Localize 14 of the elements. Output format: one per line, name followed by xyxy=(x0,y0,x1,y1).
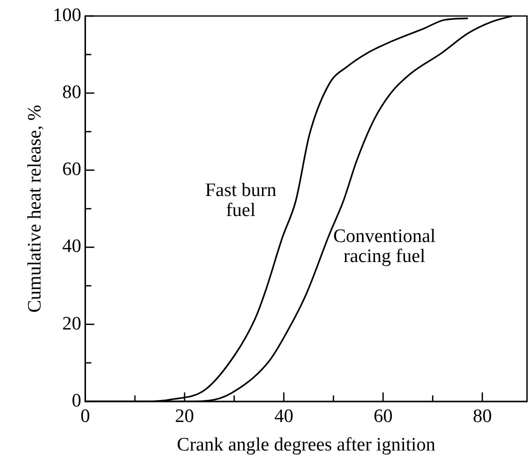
series-label: Fast burn fuel xyxy=(205,180,277,221)
x-tick-label: 80 xyxy=(472,406,492,427)
y-axis-title: Cumulative heat release, % xyxy=(24,104,46,313)
y-tick-label: 100 xyxy=(52,4,82,26)
x-tick-label: 40 xyxy=(274,406,294,427)
y-tick-label: 0 xyxy=(72,390,82,412)
x-tick-label: 60 xyxy=(374,406,393,427)
y-tick-label: 20 xyxy=(62,313,82,334)
y-tick-label: 40 xyxy=(62,236,82,258)
y-tick-label: 80 xyxy=(62,82,82,104)
series-label: Conventional racing fuel xyxy=(333,226,436,268)
y-tick-label: 60 xyxy=(62,159,82,180)
x-tick-label: 20 xyxy=(175,406,194,427)
x-axis-title: Crank angle degrees after ignition xyxy=(176,434,436,456)
